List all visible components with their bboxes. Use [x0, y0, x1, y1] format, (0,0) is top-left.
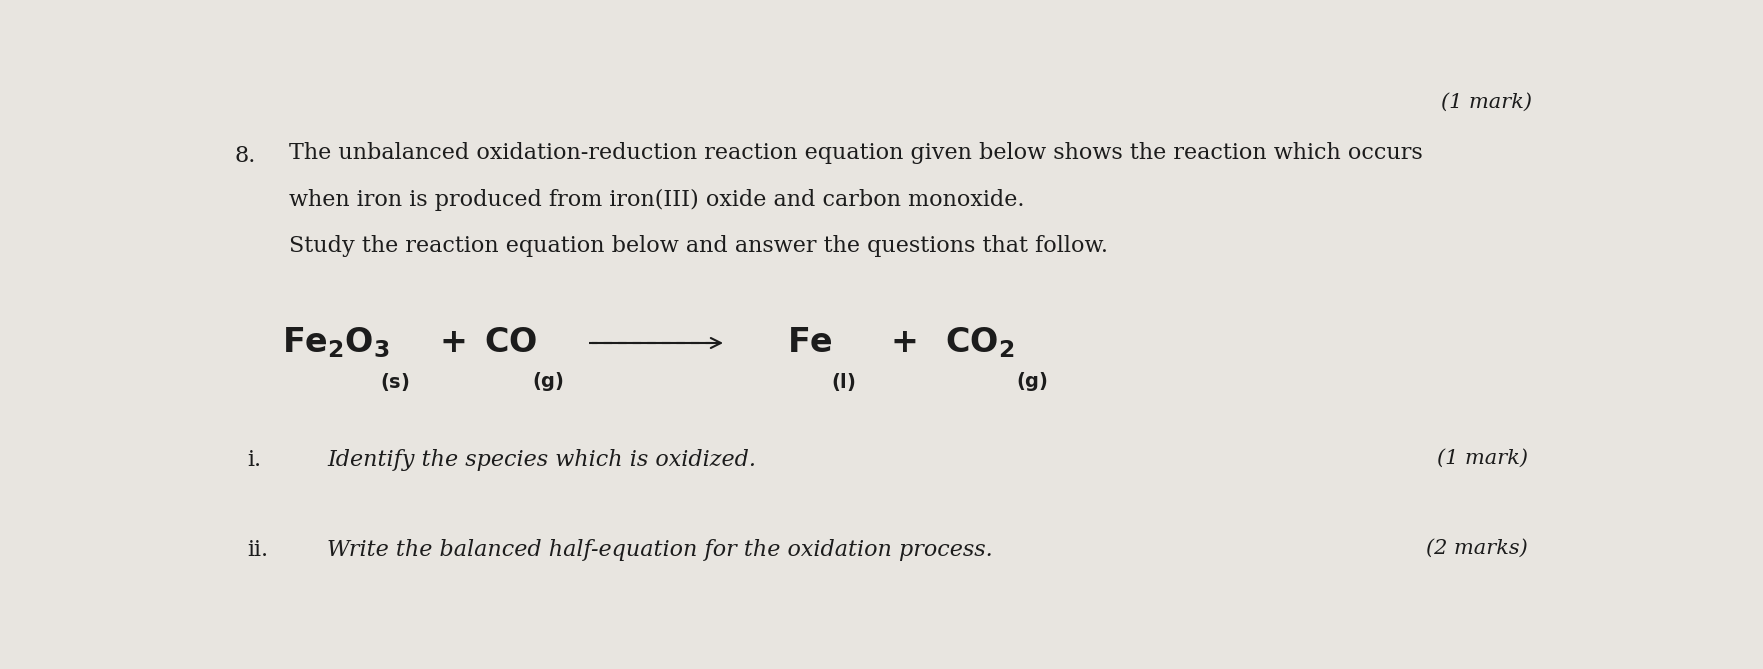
Text: The unbalanced oxidation-reduction reaction equation given below shows the react: The unbalanced oxidation-reduction react… [289, 142, 1423, 164]
Text: 8.: 8. [234, 145, 256, 167]
Text: (1 mark): (1 mark) [1437, 449, 1529, 468]
Text: (1 mark): (1 mark) [1440, 93, 1532, 112]
Text: (2 marks): (2 marks) [1426, 539, 1529, 558]
Text: when iron is produced from iron(III) oxide and carbon monoxide.: when iron is produced from iron(III) oxi… [289, 189, 1024, 211]
Text: $\mathbf{+}$: $\mathbf{+}$ [890, 326, 917, 359]
Text: $\mathbf{CO_2}$: $\mathbf{CO_2}$ [945, 326, 1014, 361]
Text: $\mathbf{Fe}$: $\mathbf{Fe}$ [788, 326, 834, 359]
Text: Study the reaction equation below and answer the questions that follow.: Study the reaction equation below and an… [289, 235, 1107, 257]
Text: $\mathbf{(l)}$: $\mathbf{(l)}$ [830, 371, 857, 393]
Text: $\mathbf{+}$: $\mathbf{+}$ [439, 326, 465, 359]
Text: $\mathbf{CO}$: $\mathbf{CO}$ [485, 326, 538, 359]
Text: ii.: ii. [247, 539, 268, 561]
Text: $\mathbf{(g)}$: $\mathbf{(g)}$ [532, 370, 564, 393]
Text: Write the balanced half-equation for the oxidation process.: Write the balanced half-equation for the… [326, 539, 993, 561]
Text: $\mathbf{(g)}$: $\mathbf{(g)}$ [1015, 370, 1047, 393]
Text: $\mathbf{Fe_2O_3}$: $\mathbf{Fe_2O_3}$ [282, 326, 390, 361]
Text: i.: i. [247, 449, 263, 470]
Text: Identify the species which is oxidized.: Identify the species which is oxidized. [326, 449, 756, 470]
Text: $\mathbf{(s)}$: $\mathbf{(s)}$ [381, 371, 411, 393]
